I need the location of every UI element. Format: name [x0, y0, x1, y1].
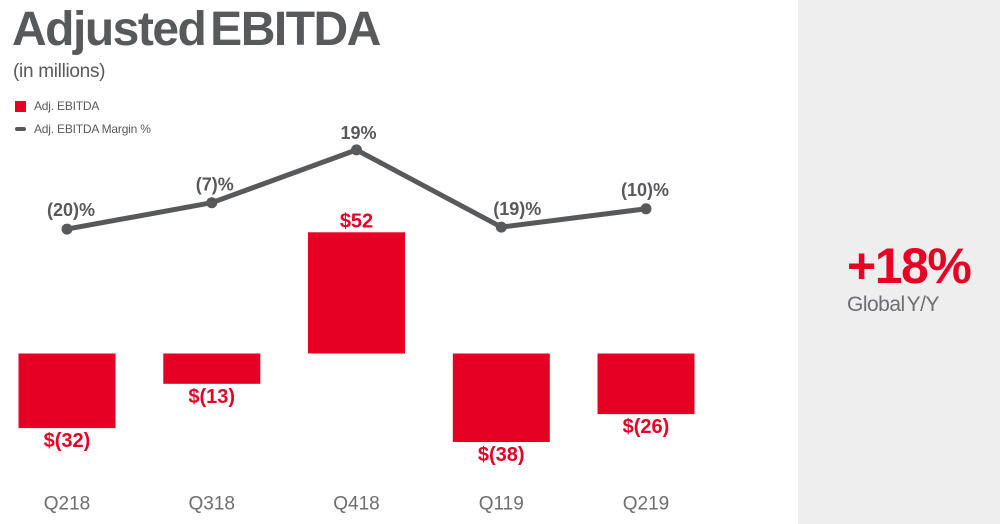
page-title: Adjusted EBITDA: [12, 3, 381, 56]
bar-value-label-q219: $(26): [623, 416, 670, 438]
margin-point-q318: [206, 197, 218, 209]
bar-q219: [597, 353, 695, 415]
legend-label: Adj. EBITDA Margin %: [34, 122, 151, 136]
legend-item-ebitda-margin: Adj. EBITDA Margin %: [15, 122, 151, 136]
chart-header: Adjusted EBITDA (in millions): [12, 3, 381, 83]
margin-value-label-q219: (10)%: [621, 180, 669, 200]
bar-q318: [163, 353, 261, 384]
margin-value-label-q418: 19%: [340, 123, 376, 143]
bar-value-label-q218: $(32): [44, 430, 91, 452]
axis-label-q318: Q318: [189, 494, 235, 515]
margin-value-label-q318: (7)%: [196, 175, 234, 195]
adjusted-ebitda-chart: $(32) Q218 $(13) Q318 $52 Q418 $(38) Q119 $(26) Q…: [18, 123, 695, 515]
chart-subtitle: (in millions): [13, 61, 106, 82]
bar-q418: [308, 232, 405, 354]
axis-label-q119: Q119: [479, 494, 524, 515]
yoy-growth-caption: Global Y/Y: [847, 293, 940, 316]
bar-value-label-q119: $(38): [478, 444, 525, 466]
bar-q119: [452, 353, 550, 442]
bar-series-swatch-icon: [15, 100, 26, 112]
axis-label-q219: Q219: [623, 494, 669, 515]
bar-value-label-q318: $(13): [188, 386, 235, 408]
axis-label-q418: Q418: [333, 494, 379, 515]
bar-value-label-q418: $52: [340, 210, 373, 232]
axis-label-q218: Q218: [44, 494, 90, 515]
margin-value-label-q218: (20)%: [47, 200, 95, 220]
yoy-growth-block: +18% Global Y/Y: [847, 238, 972, 317]
margin-point-q418: [351, 144, 362, 156]
legend-label: Adj. EBITDA: [34, 99, 100, 113]
margin-point-q119: [495, 221, 507, 233]
line-series-swatch-icon: [15, 127, 26, 131]
margin-value-label-q119: (19)%: [493, 199, 541, 219]
margin-point-q219: [640, 203, 652, 215]
yoy-growth-value: +18%: [847, 238, 972, 294]
legend-item-adj-ebitda: Adj. EBITDA: [15, 99, 151, 113]
margin-point-q218: [61, 223, 73, 235]
bar-q218: [18, 353, 116, 429]
side-panel: +18% Global Y/Y: [798, 0, 1000, 524]
legend: Adj. EBITDA Adj. EBITDA Margin %: [15, 99, 151, 136]
